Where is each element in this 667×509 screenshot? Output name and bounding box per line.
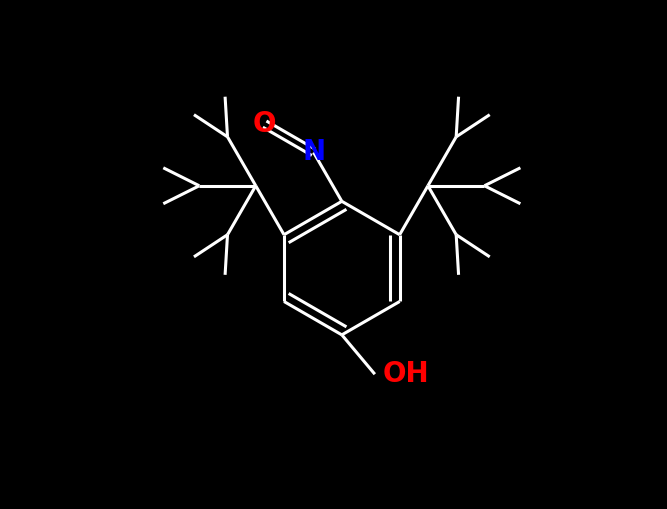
Text: N: N [302,138,325,166]
Text: O: O [253,110,276,138]
Text: OH: OH [383,360,429,388]
